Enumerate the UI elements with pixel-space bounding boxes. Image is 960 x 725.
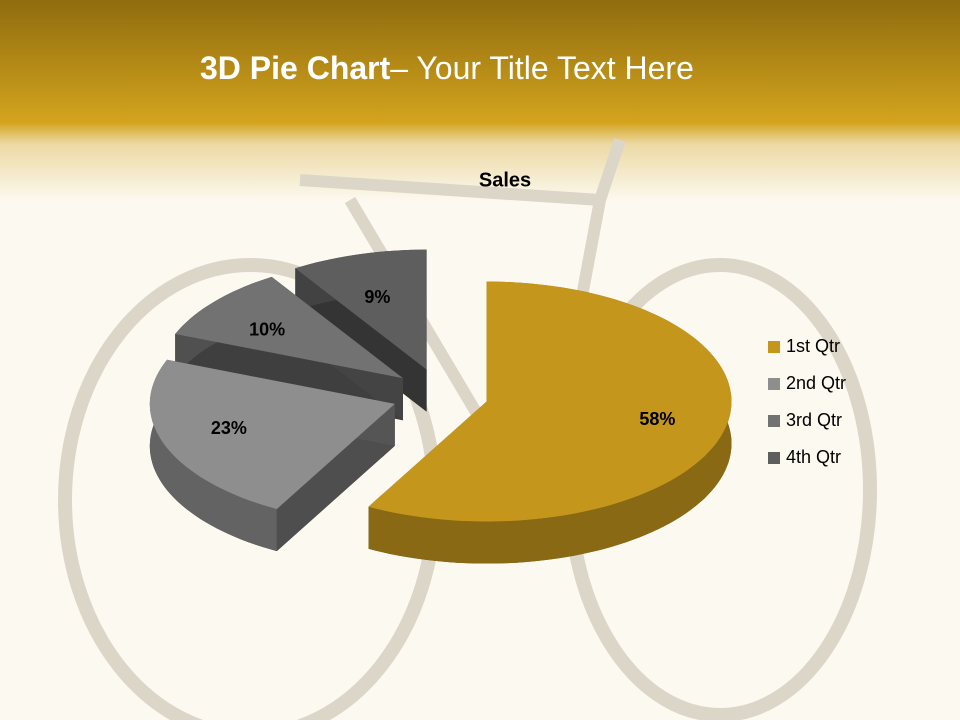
legend-label: 2nd Qtr	[786, 373, 846, 393]
slice	[149, 359, 395, 552]
slice-top	[149, 359, 395, 510]
pie: 58% 23% 10% 9%	[149, 249, 732, 564]
slice-wall	[149, 359, 277, 552]
slice-top	[368, 281, 732, 522]
chart-title: Sales	[479, 169, 531, 191]
legend-label: 1st Qtr	[786, 336, 840, 356]
slide-title: 3D Pie Chart– Your Title Text Here	[200, 50, 694, 86]
legend-swatch	[768, 341, 780, 353]
data-label: 10%	[249, 319, 285, 339]
data-label: 9%	[364, 287, 390, 307]
slice-top	[295, 249, 427, 370]
legend-label: 3rd Qtr	[786, 410, 842, 430]
title-strong: 3D Pie Chart	[200, 50, 391, 86]
data-label: 23%	[211, 418, 247, 438]
slice-top	[175, 276, 403, 379]
legend-swatch	[768, 378, 780, 390]
legend: 1st Qtr 2nd Qtr 3rd Qtr 4th Qtr	[768, 336, 846, 467]
data-label: 58%	[639, 409, 675, 429]
title-rest: – Your Title Text Here	[390, 50, 694, 86]
slice	[368, 281, 732, 564]
legend-label: 4th Qtr	[786, 447, 841, 467]
slice-wall	[368, 281, 732, 564]
legend-swatch	[768, 452, 780, 464]
slice-side	[276, 403, 395, 552]
legend-swatch	[768, 415, 780, 427]
